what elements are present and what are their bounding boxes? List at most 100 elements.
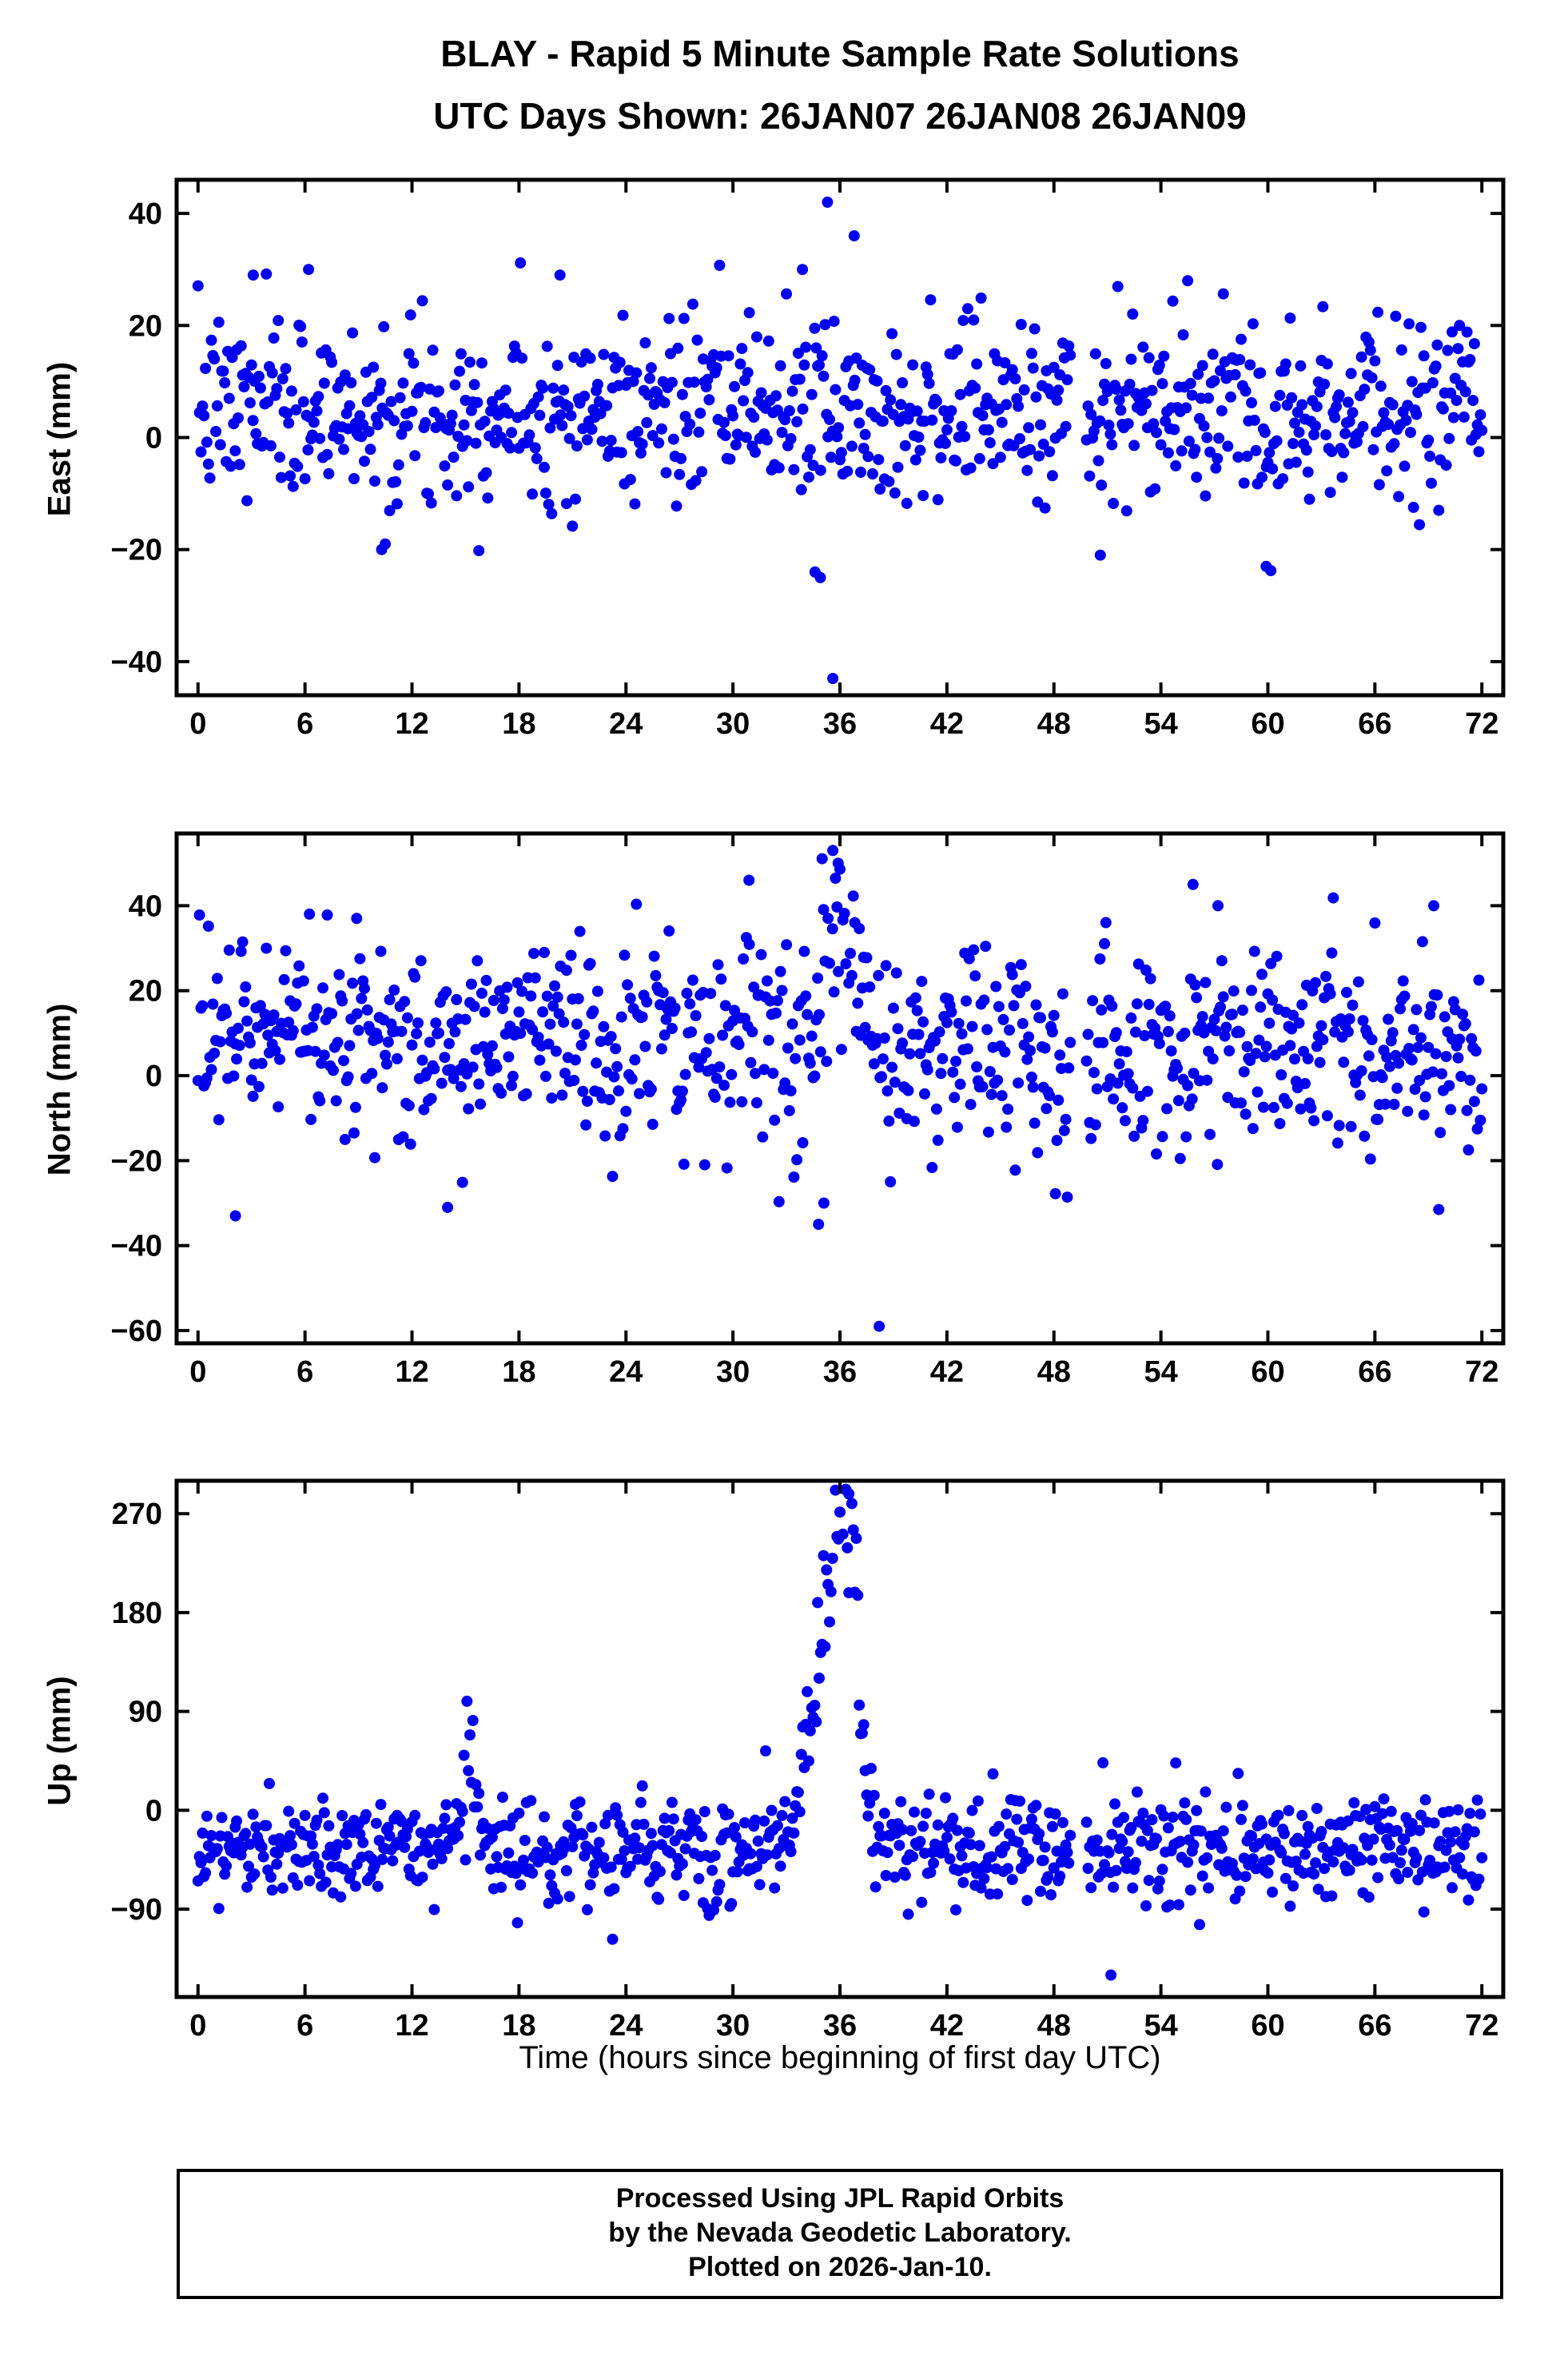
data-point [1440,1051,1452,1063]
data-point [1108,1881,1120,1893]
data-point [617,1123,629,1135]
data-point [1053,384,1065,396]
data-point [791,416,803,428]
data-point [321,909,333,921]
data-point [1463,1894,1474,1906]
data-point [1032,1147,1044,1159]
data-point [1293,426,1305,438]
data-point [1319,378,1331,390]
data-point [750,1860,762,1872]
data-point [534,409,546,421]
data-point [1172,1095,1184,1107]
data-point [1329,412,1341,424]
data-point [375,377,387,389]
data-point [969,970,981,982]
data-point [1122,1846,1134,1858]
data-point [1204,446,1216,458]
data-point [686,1026,698,1038]
data-point [253,1080,265,1092]
data-point [1113,394,1125,406]
data-point [1299,1078,1311,1089]
data-point [864,981,876,993]
data-point [831,901,843,913]
data-point [907,359,919,371]
data-point [1001,1121,1013,1133]
data-point [1222,440,1234,452]
data-point [1224,1045,1236,1056]
data-point [935,452,947,463]
data-point [338,444,349,455]
data-point [297,975,309,987]
data-point [268,1009,280,1021]
data-point [645,1084,657,1096]
data-point [968,314,980,326]
data-point [1458,1839,1470,1851]
data-point [1454,1033,1466,1045]
data-point [1303,493,1315,505]
data-point [837,1528,849,1540]
data-point [1246,397,1257,408]
data-point [1360,1804,1372,1816]
data-point [833,422,845,434]
data-point [740,432,752,444]
data-point [935,1068,947,1080]
data-point [773,1195,785,1207]
data-point [1248,945,1260,957]
data-point [1170,1757,1182,1769]
data-point [729,1822,740,1833]
data-point [1321,358,1333,370]
data-point [1149,483,1161,495]
data-point [1264,1854,1275,1866]
data-point [950,1904,961,1915]
data-point [1155,439,1167,451]
data-point [631,898,643,910]
data-point [645,362,657,374]
data-point [287,1024,299,1036]
data-point [835,1044,847,1056]
data-point [1110,1864,1122,1876]
x-tick-label: 6 [296,1355,313,1389]
data-point [963,953,975,965]
data-point [743,307,755,319]
data-point [1108,1093,1120,1105]
data-point [1174,1152,1186,1164]
data-point [1474,1114,1486,1126]
data-point [233,1040,245,1052]
data-point [1435,1127,1447,1139]
data-point [730,1831,742,1843]
data-point [1315,1826,1327,1837]
data-point [1057,988,1069,1000]
data-point [909,454,921,466]
data-point [1259,1051,1271,1063]
data-point [641,416,653,428]
y-tick-label: 20 [129,975,162,1008]
data-point [340,1839,352,1851]
data-point [729,380,740,392]
data-point [660,467,672,479]
data-point [1025,348,1037,360]
data-point [655,423,667,435]
data-point [1241,450,1253,462]
x-tick-label: 12 [395,707,428,741]
data-point [1236,1813,1247,1825]
data-point [1125,1012,1137,1024]
data-point [565,1822,577,1834]
data-point [1128,1130,1140,1142]
data-point [482,492,494,504]
data-point [1172,1899,1184,1911]
data-point [693,1872,705,1884]
data-point [932,1819,944,1831]
data-point [897,1037,909,1049]
data-point [876,1071,888,1083]
data-point [1376,1808,1388,1820]
data-point [710,1896,722,1907]
data-point [546,507,558,519]
data-point [302,444,314,455]
data-point [515,1028,527,1040]
data-point [486,1040,498,1052]
data-point [461,435,473,447]
data-point [794,1034,806,1046]
data-point [1281,1097,1293,1109]
data-point [814,359,825,371]
data-point [409,1809,421,1821]
